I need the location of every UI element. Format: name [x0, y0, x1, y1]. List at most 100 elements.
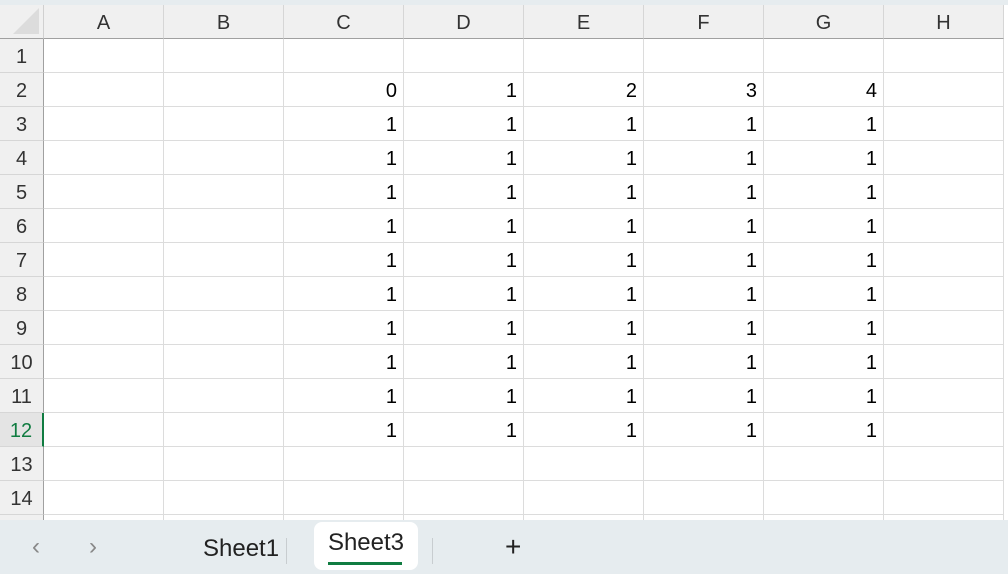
row-header-3[interactable]: 3: [0, 107, 44, 141]
column-header-G[interactable]: G: [764, 5, 884, 39]
cell-F10[interactable]: 1: [644, 345, 764, 379]
cell-C14[interactable]: [284, 481, 404, 515]
cell-H13[interactable]: [884, 447, 1004, 481]
cell-B7[interactable]: [164, 243, 284, 277]
cell-partial[interactable]: [284, 515, 404, 520]
row-header-11[interactable]: 11: [0, 379, 44, 413]
cell-C2[interactable]: 0: [284, 73, 404, 107]
cell-E5[interactable]: 1: [524, 175, 644, 209]
cell-H4[interactable]: [884, 141, 1004, 175]
cell-C10[interactable]: 1: [284, 345, 404, 379]
cell-E7[interactable]: 1: [524, 243, 644, 277]
cell-B4[interactable]: [164, 141, 284, 175]
row-header-12[interactable]: 12: [0, 413, 44, 447]
row-header-2[interactable]: 2: [0, 73, 44, 107]
cell-E10[interactable]: 1: [524, 345, 644, 379]
cell-A10[interactable]: [44, 345, 164, 379]
cell-H5[interactable]: [884, 175, 1004, 209]
column-header-A[interactable]: A: [44, 5, 164, 39]
cell-A12[interactable]: [44, 413, 164, 447]
cell-D3[interactable]: 1: [404, 107, 524, 141]
cell-C1[interactable]: [284, 39, 404, 73]
cell-A7[interactable]: [44, 243, 164, 277]
cell-D2[interactable]: 1: [404, 73, 524, 107]
cell-E14[interactable]: [524, 481, 644, 515]
cell-B9[interactable]: [164, 311, 284, 345]
row-header-13[interactable]: 13: [0, 447, 44, 481]
prev-sheet-icon[interactable]: ‹: [32, 533, 40, 560]
cell-H9[interactable]: [884, 311, 1004, 345]
column-header-B[interactable]: B: [164, 5, 284, 39]
cell-G1[interactable]: [764, 39, 884, 73]
cell-B5[interactable]: [164, 175, 284, 209]
cell-H2[interactable]: [884, 73, 1004, 107]
row-header-4[interactable]: 4: [0, 141, 44, 175]
cell-G4[interactable]: 1: [764, 141, 884, 175]
cell-E3[interactable]: 1: [524, 107, 644, 141]
cell-A11[interactable]: [44, 379, 164, 413]
cell-D11[interactable]: 1: [404, 379, 524, 413]
cell-D8[interactable]: 1: [404, 277, 524, 311]
cell-A4[interactable]: [44, 141, 164, 175]
cell-C9[interactable]: 1: [284, 311, 404, 345]
cell-G14[interactable]: [764, 481, 884, 515]
cell-H12[interactable]: [884, 413, 1004, 447]
cell-B12[interactable]: [164, 413, 284, 447]
row-header-1[interactable]: 1: [0, 39, 44, 73]
cell-E13[interactable]: [524, 447, 644, 481]
cell-F1[interactable]: [644, 39, 764, 73]
cell-C6[interactable]: 1: [284, 209, 404, 243]
cell-F4[interactable]: 1: [644, 141, 764, 175]
cell-F6[interactable]: 1: [644, 209, 764, 243]
cell-partial[interactable]: [44, 515, 164, 520]
cell-F13[interactable]: [644, 447, 764, 481]
row-header-14[interactable]: 14: [0, 481, 44, 515]
column-header-F[interactable]: F: [644, 5, 764, 39]
column-header-C[interactable]: C: [284, 5, 404, 39]
cell-F9[interactable]: 1: [644, 311, 764, 345]
cell-A8[interactable]: [44, 277, 164, 311]
cell-D5[interactable]: 1: [404, 175, 524, 209]
cell-C11[interactable]: 1: [284, 379, 404, 413]
row-header-8[interactable]: 8: [0, 277, 44, 311]
cell-F12[interactable]: 1: [644, 413, 764, 447]
cell-B6[interactable]: [164, 209, 284, 243]
cell-A2[interactable]: [44, 73, 164, 107]
cell-partial[interactable]: [884, 515, 1004, 520]
cell-H14[interactable]: [884, 481, 1004, 515]
cell-B3[interactable]: [164, 107, 284, 141]
tab-sheet3[interactable]: Sheet3: [314, 522, 418, 570]
cell-B1[interactable]: [164, 39, 284, 73]
column-header-H[interactable]: H: [884, 5, 1004, 39]
cell-E11[interactable]: 1: [524, 379, 644, 413]
cell-F3[interactable]: 1: [644, 107, 764, 141]
tab-sheet1[interactable]: Sheet1: [203, 535, 280, 562]
cell-B2[interactable]: [164, 73, 284, 107]
cell-F8[interactable]: 1: [644, 277, 764, 311]
cell-F5[interactable]: 1: [644, 175, 764, 209]
cell-H7[interactable]: [884, 243, 1004, 277]
cell-C8[interactable]: 1: [284, 277, 404, 311]
cell-partial[interactable]: [764, 515, 884, 520]
cell-H11[interactable]: [884, 379, 1004, 413]
cell-A9[interactable]: [44, 311, 164, 345]
cell-A6[interactable]: [44, 209, 164, 243]
cell-A13[interactable]: [44, 447, 164, 481]
cell-F2[interactable]: 3: [644, 73, 764, 107]
cell-G9[interactable]: 1: [764, 311, 884, 345]
cell-D9[interactable]: 1: [404, 311, 524, 345]
cell-C7[interactable]: 1: [284, 243, 404, 277]
row-header-9[interactable]: 9: [0, 311, 44, 345]
cell-E2[interactable]: 2: [524, 73, 644, 107]
cell-H3[interactable]: [884, 107, 1004, 141]
row-header-7[interactable]: 7: [0, 243, 44, 277]
cell-B13[interactable]: [164, 447, 284, 481]
column-header-E[interactable]: E: [524, 5, 644, 39]
cell-C4[interactable]: 1: [284, 141, 404, 175]
cell-A14[interactable]: [44, 481, 164, 515]
cell-H6[interactable]: [884, 209, 1004, 243]
cell-H10[interactable]: [884, 345, 1004, 379]
next-sheet-icon[interactable]: ›: [89, 533, 97, 560]
cell-D6[interactable]: 1: [404, 209, 524, 243]
cell-E9[interactable]: 1: [524, 311, 644, 345]
